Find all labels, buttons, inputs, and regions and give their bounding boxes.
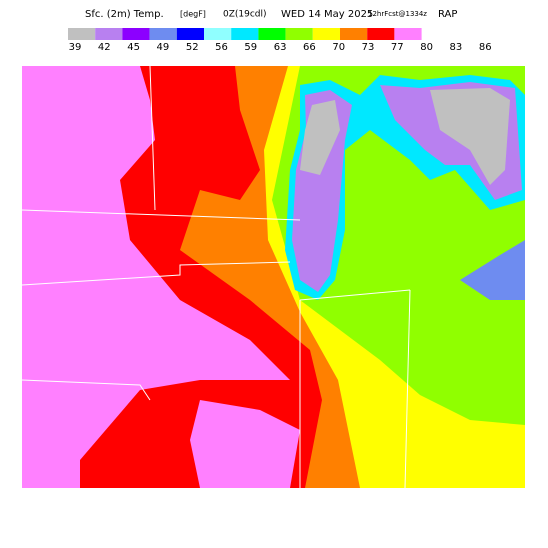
color-box xyxy=(122,28,150,40)
color-box xyxy=(340,28,368,40)
color-label: 80 xyxy=(420,42,433,53)
forecast: 12hrFcst@1334z xyxy=(368,10,427,18)
date: WED 14 May 2025 xyxy=(281,9,373,20)
borders xyxy=(21,65,411,489)
color-box xyxy=(231,28,259,40)
units: [degF] xyxy=(180,10,206,19)
field-pink-south xyxy=(190,400,300,488)
model: RAP xyxy=(438,9,457,20)
color-box xyxy=(258,28,286,40)
color-label: 45 xyxy=(127,42,140,53)
color-box xyxy=(68,28,96,40)
color-box xyxy=(204,28,232,40)
color-label: 52 xyxy=(186,42,199,53)
color-label: 83 xyxy=(450,42,463,53)
color-box xyxy=(95,28,123,40)
lake-huron-cool xyxy=(430,88,510,185)
color-label: 63 xyxy=(274,42,287,53)
lake-erie xyxy=(460,240,525,300)
lake-michigan-cool xyxy=(300,100,340,175)
color-label: 66 xyxy=(303,42,316,53)
title: Sfc. (2m) Temp. [degF] 0Z(19cdl) WED 14 … xyxy=(85,9,457,20)
color-label: 39 xyxy=(69,42,82,53)
color-label: 56 xyxy=(215,42,228,53)
color-label: 86 xyxy=(479,42,492,53)
color-label: 70 xyxy=(332,42,345,53)
map xyxy=(0,65,548,548)
color-box xyxy=(176,28,204,40)
color-label: 73 xyxy=(362,42,375,53)
color-box xyxy=(394,28,422,40)
title-text: Sfc. (2m) Temp. xyxy=(85,9,164,20)
init: 0Z(19cdl) xyxy=(223,10,267,20)
color-label: 77 xyxy=(391,42,404,53)
color-label: 59 xyxy=(244,42,257,53)
color-box xyxy=(367,28,395,40)
color-box xyxy=(149,28,177,40)
colorbar: 39 42 45 49 52 56 59 63 66 70 73 77 80 83 86 xyxy=(68,28,492,53)
color-label: 49 xyxy=(157,42,170,53)
color-box xyxy=(312,28,340,40)
color-label: 42 xyxy=(98,42,111,53)
color-box xyxy=(285,28,313,40)
blank-area xyxy=(0,488,548,548)
